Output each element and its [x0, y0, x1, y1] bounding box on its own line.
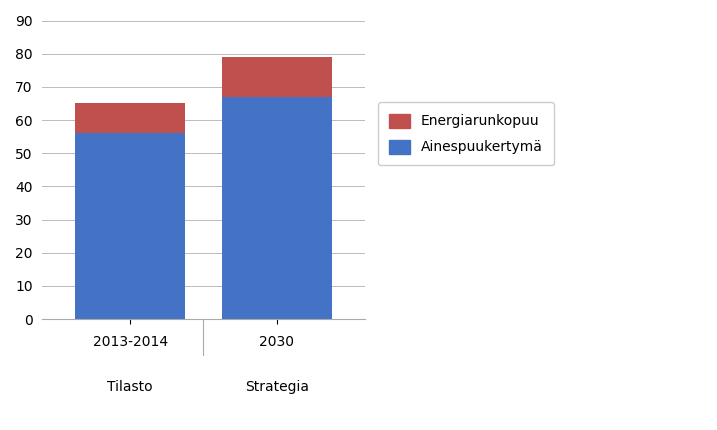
Legend: Energiarunkopuu, Ainespuukertymä: Energiarunkopuu, Ainespuukertymä	[378, 102, 554, 166]
Bar	[75, 133, 185, 319]
Bar	[222, 97, 331, 319]
Bar	[222, 57, 331, 97]
Bar	[75, 104, 185, 133]
